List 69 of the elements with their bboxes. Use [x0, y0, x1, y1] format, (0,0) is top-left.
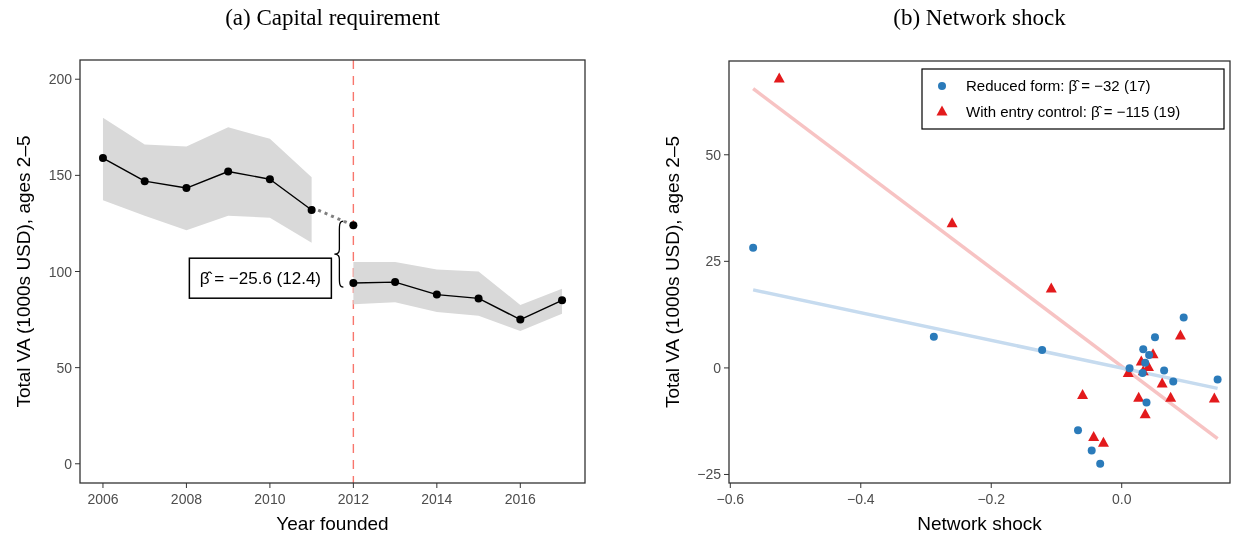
point — [349, 279, 358, 288]
point — [391, 278, 400, 287]
y-tick-label: 25 — [705, 253, 722, 270]
point — [140, 177, 149, 186]
point — [1125, 364, 1134, 373]
point — [307, 205, 316, 214]
legend-label: Reduced form: β̂ = −32 (17) — [966, 77, 1151, 94]
y-axis-title: Total VA (1000s USD), ages 2–5 — [662, 135, 683, 409]
point — [929, 332, 938, 341]
point — [1160, 366, 1169, 375]
point — [1213, 375, 1222, 384]
point — [1077, 389, 1089, 400]
point — [1174, 329, 1186, 340]
x-tick-label: −0.2 — [977, 491, 1006, 507]
point — [1150, 333, 1159, 342]
point — [1074, 426, 1082, 435]
point — [1156, 377, 1168, 388]
point — [946, 217, 958, 228]
y-tick-label: 50 — [56, 359, 73, 376]
y-tick-label: 0 — [64, 455, 73, 472]
point — [1165, 391, 1177, 402]
y-tick-label: 100 — [48, 263, 73, 280]
legend-label: With entry control: β̂ = −115 (19) — [966, 103, 1181, 120]
point — [1087, 446, 1096, 455]
point — [1088, 430, 1100, 441]
y-tick-label: −25 — [697, 466, 722, 483]
point — [749, 243, 758, 252]
annotation: β̂ = −25.6 (12.4) — [199, 269, 322, 289]
point — [1139, 408, 1151, 419]
y-axis-title: Total VA (1000s USD), ages 2–5 — [13, 135, 34, 408]
chart-title: (a) Capital requirement — [225, 5, 441, 30]
point — [516, 315, 525, 324]
y-tick-label: 50 — [705, 146, 722, 163]
point — [98, 154, 107, 163]
point — [1169, 377, 1178, 386]
point — [1208, 392, 1220, 403]
x-tick-label: −0.6 — [716, 491, 745, 507]
point — [432, 290, 441, 299]
x-tick-label: 0.0 — [1111, 491, 1132, 507]
point — [773, 72, 785, 83]
x-tick-label: 2016 — [504, 491, 537, 507]
point — [474, 294, 483, 303]
point — [1145, 351, 1154, 360]
point — [1097, 436, 1109, 447]
x-tick-label: 2008 — [170, 491, 203, 507]
x-tick-label: 2012 — [337, 491, 370, 507]
point — [558, 296, 567, 305]
point — [1138, 369, 1147, 378]
point — [1179, 313, 1188, 322]
point — [1038, 346, 1047, 355]
point — [265, 175, 274, 184]
x-tick-label: 2010 — [254, 491, 286, 507]
point — [224, 167, 233, 176]
y-tick-label: 200 — [48, 71, 73, 88]
x-tick-label: 2014 — [421, 491, 453, 507]
point — [1096, 459, 1105, 468]
x-axis-title: Year founded — [276, 513, 389, 534]
chart-title: (b) Network shock — [893, 5, 1067, 30]
y-tick-label: 150 — [48, 167, 73, 184]
x-tick-label: 2006 — [87, 491, 119, 507]
y-tick-label: 0 — [713, 359, 722, 376]
x-tick-label: −0.4 — [846, 491, 875, 507]
point — [1142, 398, 1151, 407]
point — [1139, 345, 1148, 354]
point — [349, 221, 358, 230]
point — [182, 184, 191, 193]
x-axis-title: Network shock — [917, 513, 1043, 534]
point — [1045, 282, 1057, 293]
point — [1141, 358, 1150, 367]
